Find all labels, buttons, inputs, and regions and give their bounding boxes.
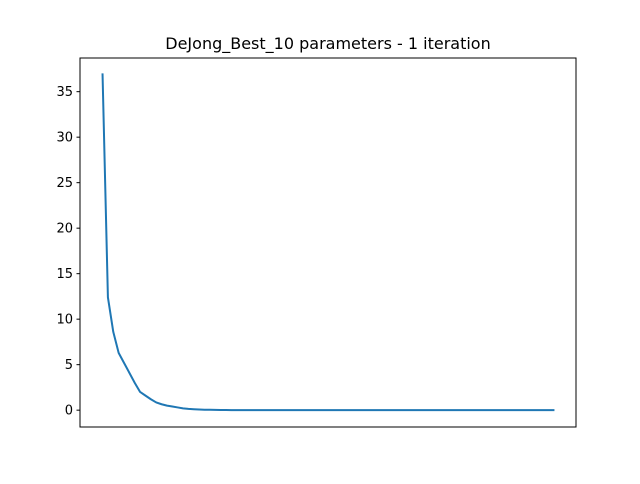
- y-tick-label: 30: [56, 131, 73, 146]
- series-line: [101, 73, 555, 412]
- y-tick-label: 35: [56, 85, 73, 100]
- y-tick-label: 10: [56, 313, 73, 328]
- chart-title: DeJong_Best_10 parameters - 1 iteration: [165, 34, 490, 54]
- y-tick-label: 25: [56, 176, 73, 191]
- axes-frame: [79, 57, 577, 428]
- y-tick-label: 5: [65, 358, 73, 373]
- y-tick-label: 0: [65, 404, 73, 419]
- plot-area: [101, 73, 555, 412]
- y-axis: 0 5 10 15 20 25 30 35: [56, 85, 80, 419]
- y-tick-label: 15: [56, 267, 73, 282]
- y-tick-label: 20: [56, 222, 73, 237]
